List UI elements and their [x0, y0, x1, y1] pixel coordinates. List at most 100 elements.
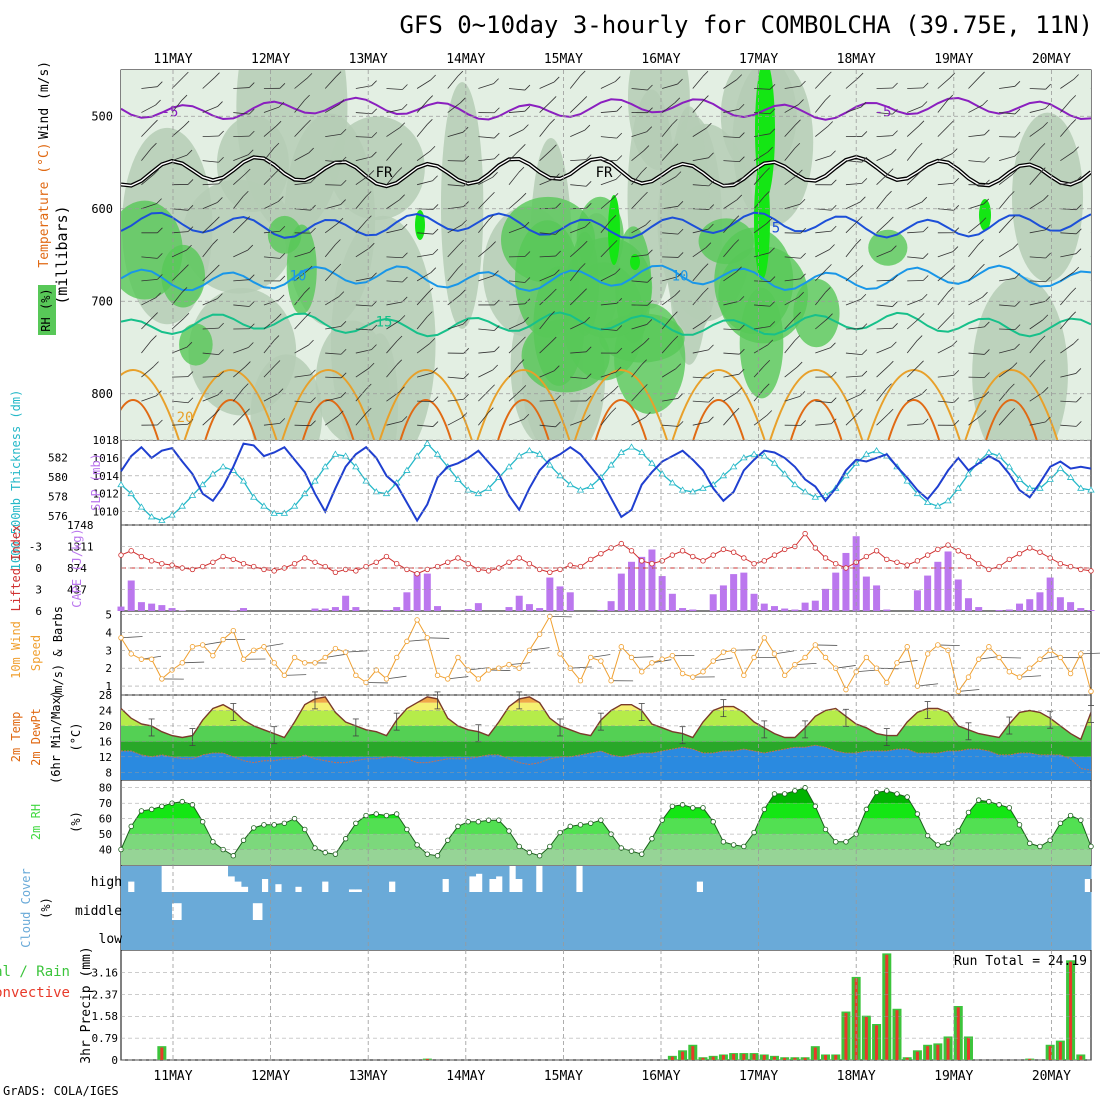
wind-barb	[968, 326, 985, 330]
thickness-tick-label: 576	[48, 510, 68, 523]
wind-barb-flag	[555, 202, 561, 209]
wind-barb	[1060, 180, 1077, 186]
precip-conv-bar	[742, 1053, 746, 1060]
cloud-cover-cell	[858, 920, 870, 950]
cloud-cover-cell	[242, 920, 253, 950]
thickness-point	[321, 463, 329, 470]
wind-barb	[570, 351, 587, 354]
wind-barb-10m	[794, 662, 817, 666]
rh-tick-label: 50	[99, 828, 112, 841]
wind-barb-flag	[645, 219, 651, 226]
wind-barb	[600, 371, 617, 378]
wind-barb	[662, 276, 678, 282]
wind-barb-flag	[245, 361, 251, 367]
wind-barb	[907, 106, 923, 113]
rh-point	[496, 817, 502, 823]
wind-barb-flag	[340, 321, 347, 327]
thickness-point	[1087, 486, 1095, 493]
wind-barb-flag	[368, 170, 375, 176]
wind-barb-flag	[736, 266, 742, 273]
wind-barb-flag	[764, 191, 770, 197]
wind-speed-point	[669, 652, 676, 659]
wind-barb-flag	[304, 287, 310, 293]
wind-barb-flag	[764, 167, 770, 174]
wind-barb-flag	[708, 344, 714, 351]
wind-barb	[600, 328, 617, 331]
wind-barb	[876, 304, 893, 307]
thickness-point	[678, 486, 687, 493]
lifted-index-point	[332, 569, 339, 575]
wind-barb	[172, 376, 189, 378]
wind-barb-flag	[217, 197, 223, 203]
thickness-point	[576, 486, 585, 493]
wind-barb-flag	[857, 408, 863, 415]
wind-barb-flag	[585, 414, 591, 421]
cloud-cover-cell	[1050, 892, 1062, 920]
isotherm-25-arch	[789, 399, 843, 440]
cape-bar	[413, 573, 421, 611]
wind-barb	[937, 124, 950, 137]
cloud-cover-cell	[312, 892, 324, 920]
wind-barb-flag	[279, 275, 286, 282]
wind-barb	[508, 341, 521, 354]
cape-bar	[750, 593, 758, 611]
wind-barb	[754, 112, 771, 115]
rh-tick-label: 70	[99, 797, 112, 810]
isotherm-20-arch	[769, 369, 864, 440]
wind-speed-point	[986, 644, 992, 650]
wind-barb	[1060, 151, 1074, 161]
cloud-cover-cell	[401, 866, 410, 892]
wind-barb-flag	[984, 156, 990, 163]
lifted-index-point	[965, 553, 972, 560]
wind-barb	[539, 274, 555, 282]
slp-line	[120, 442, 1092, 523]
cape-bar	[342, 595, 350, 611]
wind-barb	[753, 344, 769, 354]
wind-barb-flag	[983, 198, 990, 205]
lifted-index-point	[128, 548, 134, 554]
temp-tick-label: 24	[99, 704, 113, 717]
wind-barb	[294, 152, 309, 162]
cloud-cover-cell	[252, 892, 263, 904]
rh-point	[434, 853, 441, 859]
cloud-cover-cell	[970, 866, 978, 892]
wind-barb	[723, 352, 740, 355]
cloud-cover-cell	[763, 866, 771, 892]
wind-barb-flag	[520, 192, 527, 199]
cloud-cover-cell	[228, 866, 236, 877]
wind-barb-flag	[857, 216, 863, 222]
cape-tick-label: 874	[67, 562, 87, 575]
wind-barb	[202, 135, 219, 137]
lifted-index-point	[975, 561, 982, 567]
wind-barb-flag	[860, 293, 867, 300]
wind-barb	[631, 342, 645, 354]
cloud-cover-cell	[808, 920, 819, 950]
isotherm-label: 10	[290, 268, 307, 284]
wind-barb	[386, 148, 398, 161]
wind-barb	[753, 223, 768, 234]
cloud-cover-cell	[415, 866, 423, 892]
wind-barb-flag	[984, 372, 990, 378]
wind-barb-flag	[1044, 103, 1051, 109]
wind-barb	[141, 366, 154, 378]
wind-speed-point	[220, 636, 226, 643]
wind-barb-flag	[794, 142, 801, 149]
cloud-cover-cell	[373, 920, 385, 950]
wind-barb-flag	[739, 132, 745, 138]
wind-barb	[998, 412, 1011, 426]
wind-barb	[447, 75, 459, 89]
axis-label-2m-rh: 2m RH	[29, 804, 43, 840]
rh-mid-blob	[1011, 112, 1084, 282]
cape-bar	[168, 608, 176, 611]
day-label-bottom: 12MAY	[251, 1069, 290, 1084]
rh-point	[618, 845, 625, 851]
precip-conv-bar	[1048, 1046, 1052, 1060]
isotherm-label: 20	[177, 410, 194, 426]
cloud-cover-cell	[649, 866, 657, 892]
wind-barb	[233, 87, 250, 89]
cloud-cover-cell	[254, 866, 262, 892]
wind-barb-flag	[769, 84, 776, 90]
wind-barb	[1060, 232, 1077, 235]
wind-barb	[386, 320, 401, 330]
wind-barb-flag	[1014, 131, 1021, 138]
